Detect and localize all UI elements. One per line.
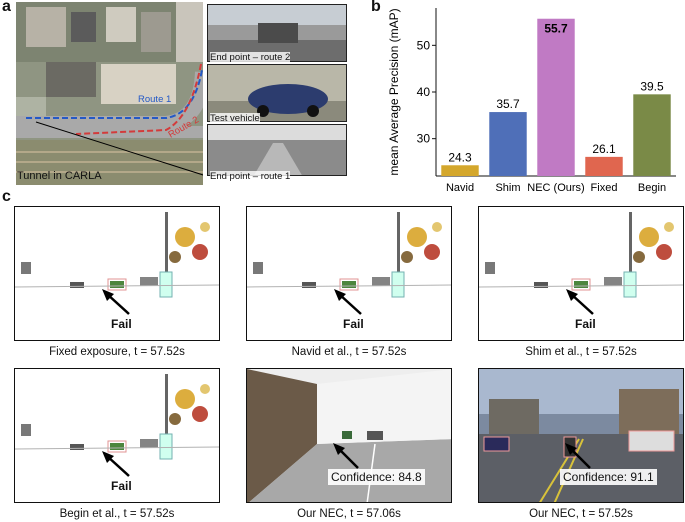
confidence-arrow-icon [565, 443, 591, 469]
bar-shim [489, 112, 527, 176]
map-bar-chart: 30 40 50 mean Average Precision (mAP) 24.3 Na… [387, 8, 676, 194]
panel-c-letter: c [2, 188, 11, 205]
panel-a-letter: a [2, 0, 11, 15]
fail-arrow-icon [102, 451, 130, 477]
detection-frame-2 [246, 206, 452, 341]
endpoint-route2-label: End point – route 2 [210, 52, 291, 63]
panel-b-letter: b [371, 0, 381, 15]
tile-caption: Fixed exposure, t = 57.52s [49, 346, 185, 358]
fail-label: Fail [111, 317, 132, 331]
y-tick-label: 40 [417, 85, 431, 99]
y-axis-label: mean Average Precision (mAP) [387, 8, 401, 175]
x-tick-label: Navid [446, 182, 474, 194]
bar-navid [441, 165, 479, 176]
bar-begin [633, 94, 671, 176]
y-tick-label: 50 [417, 38, 431, 52]
route1-label: Route 1 [138, 94, 172, 105]
detection-frame-1 [14, 206, 220, 341]
tile-caption: Our NEC, t = 57.52s [529, 508, 633, 520]
fail-label: Fail [575, 317, 596, 331]
bar-value-label: 26.1 [592, 142, 616, 156]
bar-value-label: 39.5 [640, 79, 664, 93]
tile-caption: Our NEC, t = 57.06s [297, 508, 401, 520]
bar-value-label: 55.7 [544, 22, 568, 36]
x-tick-label: Fixed [591, 182, 618, 194]
fail-label: Fail [343, 317, 364, 331]
test-vehicle-label: Test vehicle [210, 113, 260, 124]
bar-fixed [585, 156, 623, 176]
fail-arrow-icon [566, 289, 594, 315]
test-vehicle-image [207, 64, 347, 122]
confidence-label: Confidence: 84.8 [328, 469, 425, 485]
confidence-label: Confidence: 91.1 [560, 469, 657, 485]
tile-caption: Begin et al., t = 57.52s [59, 508, 175, 520]
y-tick-label: 30 [417, 132, 431, 146]
x-tick-label: Begin [638, 182, 666, 194]
confidence-arrow-icon [333, 443, 359, 469]
bar-value-label: 24.3 [448, 150, 472, 164]
detection-frame-4 [14, 368, 220, 503]
x-tick-label: NEC (Ours) [527, 182, 584, 194]
tile-caption: Navid et al., t = 57.52s [291, 346, 407, 358]
endpoint-route1-label: End point – route 1 [210, 171, 291, 182]
map-caption: Tunnel in CARLA [17, 170, 102, 182]
bar-nec-ours [537, 18, 575, 176]
endpoint-route1-image [207, 124, 347, 176]
fail-arrow-icon [334, 289, 362, 315]
tile-caption: Shim et al., t = 57.52s [525, 346, 637, 358]
x-tick-label: Shim [495, 182, 520, 194]
fail-label: Fail [111, 479, 132, 493]
carla-map-image [16, 2, 203, 185]
fail-arrow-icon [102, 289, 130, 315]
detection-frame-3 [478, 206, 684, 341]
bar-value-label: 35.7 [496, 97, 520, 111]
